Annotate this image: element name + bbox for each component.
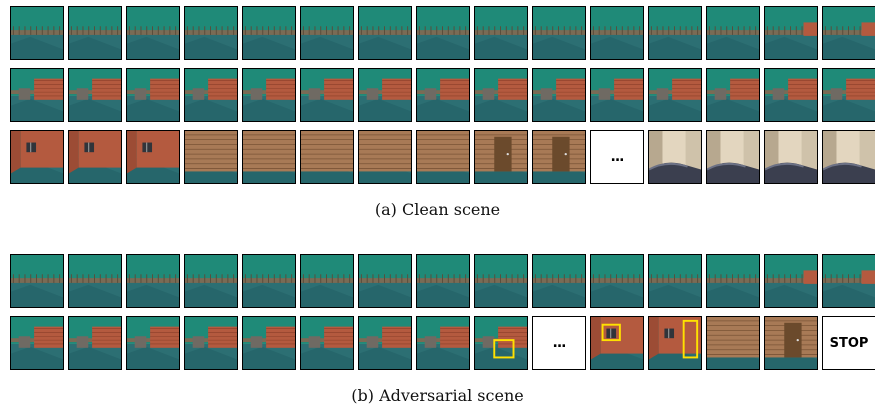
scene-frame-brick: [822, 68, 875, 122]
scene-frame-distant: [590, 6, 644, 60]
scene-frame-interior: [822, 130, 875, 184]
scene-frame-distant: [416, 254, 470, 308]
scene-frame-distant: [184, 6, 238, 60]
scene-frame-distant: [416, 6, 470, 60]
scene-frame-brick: [590, 68, 644, 122]
scene-frame-brick: [300, 68, 354, 122]
scene-frame-brick-patch: [474, 316, 528, 370]
scene-frame-interior: [648, 130, 702, 184]
scene-frame-distant: [358, 6, 412, 60]
scene-frame-brick: [358, 316, 412, 370]
scene-frame-distant: [358, 254, 412, 308]
scene-frame-distant: [242, 254, 296, 308]
scene-frame-window-door-patch: [648, 316, 702, 370]
scene-frame-distant: [68, 6, 122, 60]
scene-frame-wood: [358, 130, 412, 184]
scene-frame-brick: [706, 68, 760, 122]
caption-clean: (a) Clean scene: [374, 200, 501, 219]
scene-frame-brick-right: [764, 254, 818, 308]
scene-frame-brick: [68, 316, 122, 370]
scene-frame-distant: [126, 254, 180, 308]
scene-frame-wood: [300, 130, 354, 184]
scene-frame-interior: [706, 130, 760, 184]
scene-frame-brick: [764, 68, 818, 122]
scene-frame-distant: [126, 6, 180, 60]
scene-frame-brick: [416, 316, 470, 370]
scene-frame-distant: [474, 6, 528, 60]
scene-frame-brick: [68, 68, 122, 122]
scene-frame-distant: [532, 254, 586, 308]
scene-frame-brick: [242, 68, 296, 122]
scene-frame-window: [126, 130, 180, 184]
stop-frame: STOP: [822, 316, 875, 370]
scene-frame-brick: [184, 68, 238, 122]
scene-frame-brick-right: [822, 254, 875, 308]
scene-frame-brick: [184, 316, 238, 370]
scene-frame-distant: [648, 6, 702, 60]
ellipsis-label: ...: [610, 149, 625, 165]
scene-frame-brick: [126, 316, 180, 370]
scene-frame-interior: [764, 130, 818, 184]
scene-frame-distant: [474, 254, 528, 308]
scene-frame-distant: [10, 254, 64, 308]
scene-frame-wood: [416, 130, 470, 184]
scene-frame-brick: [648, 68, 702, 122]
stop-label: STOP: [829, 335, 869, 351]
scene-frame-brick-right: [822, 6, 875, 60]
scene-frame-door: [532, 130, 586, 184]
scene-frame-distant: [532, 6, 586, 60]
scene-frame-brick-right: [764, 6, 818, 60]
scene-frame-distant: [300, 6, 354, 60]
scene-frame-brick: [10, 68, 64, 122]
scene-frame-window: [68, 130, 122, 184]
scene-frame-window-patch: [590, 316, 644, 370]
scene-frame-brick: [300, 316, 354, 370]
ellipsis-frame: ...: [590, 130, 644, 184]
scene-frame-distant: [242, 6, 296, 60]
scene-frame-distant: [300, 254, 354, 308]
scene-frame-wood: [706, 316, 760, 370]
scene-frame-distant: [706, 6, 760, 60]
scene-frame-door: [764, 316, 818, 370]
ellipsis-frame: ...: [532, 316, 586, 370]
scene-frame-distant: [10, 6, 64, 60]
scene-frame-distant: [648, 254, 702, 308]
scene-frame-distant: [184, 254, 238, 308]
ellipsis-label: ...: [552, 335, 567, 351]
caption-adversarial: (b) Adversarial scene: [351, 386, 524, 405]
scene-frame-distant: [706, 254, 760, 308]
scene-frame-distant: [590, 254, 644, 308]
scene-frame-brick: [532, 68, 586, 122]
scene-frame-distant: [68, 254, 122, 308]
scene-frame-door: [474, 130, 528, 184]
scene-frame-brick: [416, 68, 470, 122]
scene-frame-brick: [126, 68, 180, 122]
scene-frame-window: [10, 130, 64, 184]
scene-frame-brick: [474, 68, 528, 122]
scene-frame-brick: [358, 68, 412, 122]
scene-frame-wood: [242, 130, 296, 184]
scene-frame-wood: [184, 130, 238, 184]
scene-frame-brick: [10, 316, 64, 370]
scene-frame-brick: [242, 316, 296, 370]
